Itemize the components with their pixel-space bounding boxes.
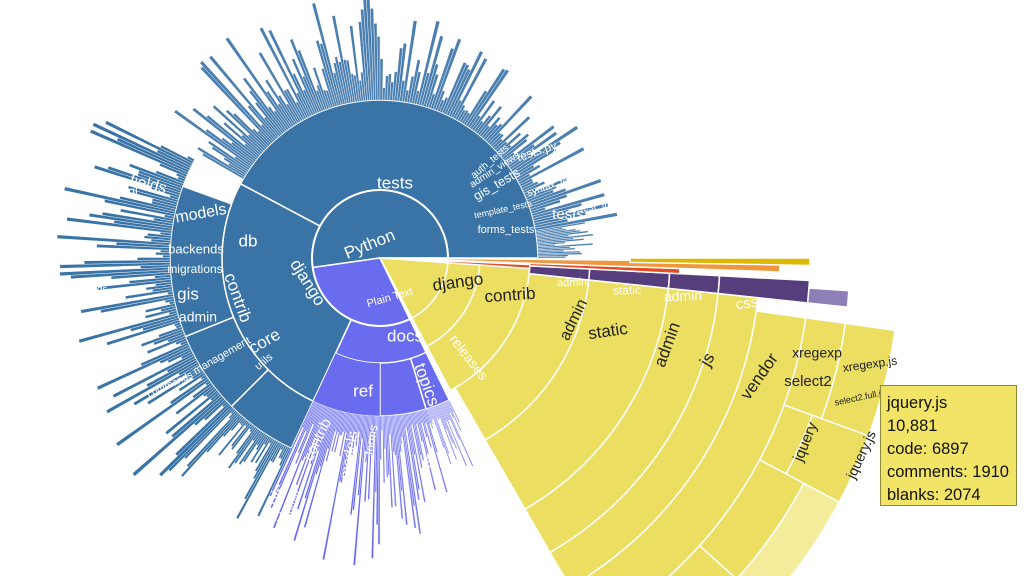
file-slice[interactable] (537, 256, 567, 259)
wedge-misc[interactable] (629, 257, 811, 267)
tooltip-name: jquery.js (887, 394, 948, 412)
file-slice[interactable] (379, 415, 382, 460)
file-slice[interactable] (186, 155, 195, 162)
file-slice[interactable] (132, 395, 224, 477)
tooltip-comments: comments: 1910 (887, 463, 1009, 481)
hover-tooltip: jquery.js 10,881 code: 6897 comments: 19… (880, 385, 1017, 506)
file-slice[interactable] (168, 406, 234, 472)
file-slice[interactable] (162, 254, 171, 258)
file-slice[interactable] (312, 352, 381, 417)
file-slice[interactable] (311, 2, 342, 106)
file-slice[interactable] (136, 257, 171, 261)
tooltip-blanks: blanks: 2074 (887, 486, 981, 504)
tooltip-total: 10,881 (887, 417, 938, 435)
tooltip-code: code: 6897 (887, 440, 969, 458)
label-gdal: gdal (79, 297, 98, 308)
wedge-javascript-other[interactable] (595, 544, 766, 576)
file-slice[interactable] (425, 408, 434, 429)
wedge-css-fringe[interactable] (806, 287, 850, 308)
file-slice[interactable] (92, 122, 191, 171)
file-slice[interactable] (439, 403, 468, 467)
label-backends-gis: backends (65, 285, 108, 296)
wedge-javascript-jquery-js[interactable] (737, 482, 841, 576)
